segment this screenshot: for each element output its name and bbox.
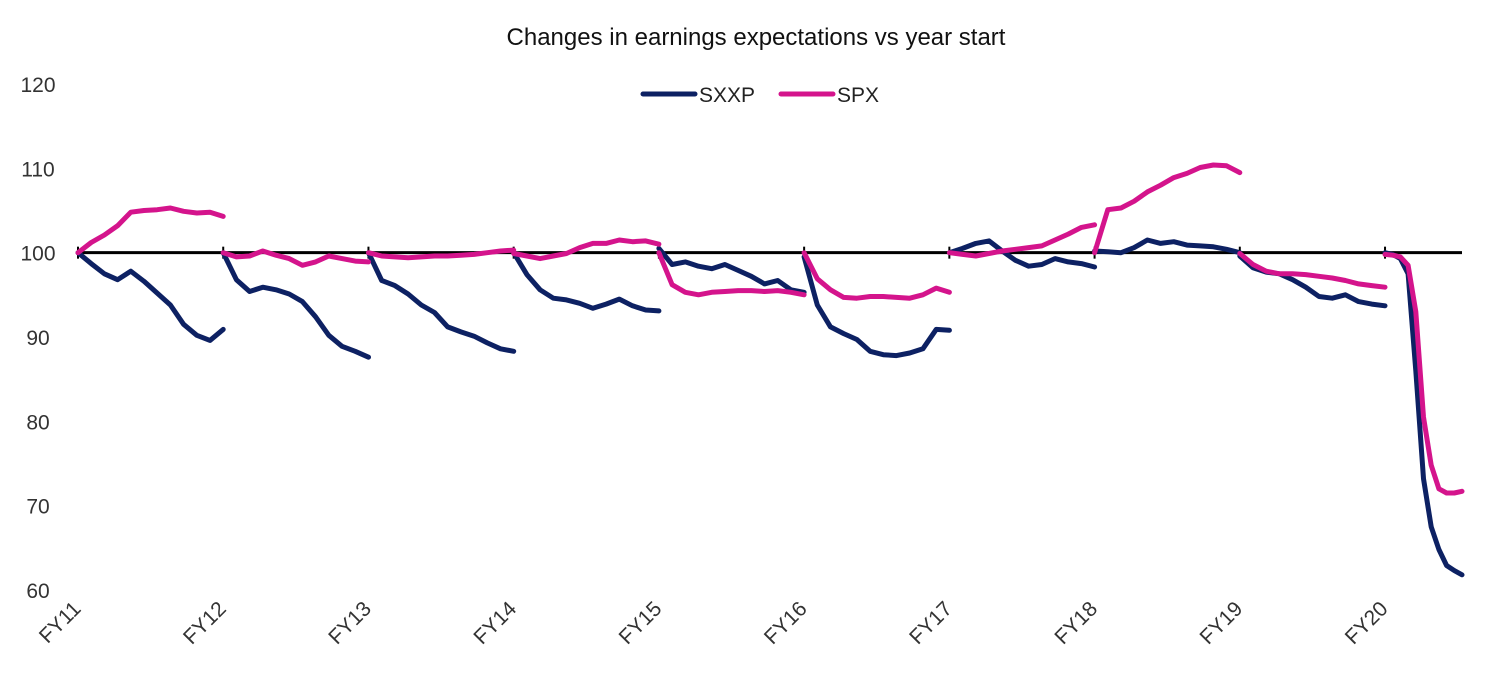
spx-line-fy13 — [366, 247, 517, 261]
spx-line-fy15 — [656, 250, 807, 298]
spx-line-fy18 — [1092, 162, 1243, 256]
x-tick-label: FY17 — [905, 597, 957, 649]
x-tick-label: FY20 — [1341, 597, 1393, 649]
sxxp-line-fy18 — [1092, 237, 1243, 256]
sxxp-line-fy12 — [220, 250, 371, 360]
sxxp-line-fy13 — [366, 250, 517, 354]
sxxp-line-fy19 — [1237, 253, 1388, 309]
spx-line-fy12 — [220, 248, 371, 268]
x-tick-label: FY15 — [615, 597, 667, 649]
series-group — [75, 162, 1465, 578]
x-tick-label: FY18 — [1050, 597, 1102, 649]
y-tick-label: 70 — [26, 496, 49, 519]
chart-title: Changes in earnings expectations vs year… — [507, 24, 1006, 51]
x-tick-label: FY11 — [35, 597, 86, 648]
x-tick-label: FY12 — [179, 597, 231, 649]
sxxp-line-fy16 — [801, 254, 952, 359]
legend: SXXP SPX — [640, 84, 879, 107]
spx-line-fy14 — [511, 237, 662, 262]
y-tick-label: 80 — [26, 411, 49, 434]
spx-line-fy17 — [946, 222, 1098, 259]
x-tick-label: FY13 — [324, 597, 376, 649]
spx-line-fy19 — [1237, 251, 1388, 290]
sxxp-line-fy11 — [75, 250, 226, 343]
spx-line-fy20 — [1382, 251, 1465, 496]
y-tick-label: 100 — [20, 243, 55, 266]
x-axis: FY11 FY12 FY13 FY14 FY15 FY16 FY17 FY18 FY19 FY20 — [35, 597, 1393, 649]
y-tick-label: 60 — [26, 580, 49, 603]
x-tick-label: FY16 — [760, 597, 812, 649]
sxxp-line-fy15 — [656, 245, 807, 295]
x-tick-label: FY19 — [1196, 597, 1248, 649]
y-tick-label: 110 — [21, 158, 54, 181]
y-tick-label: 90 — [26, 327, 49, 350]
sxxp-line-fy17 — [946, 238, 1098, 270]
spx-line-fy16 — [801, 250, 952, 301]
legend-label-sxxp: SXXP — [699, 84, 755, 107]
y-axis: 60 70 80 90 100 110 120 — [20, 74, 55, 603]
x-tick-label: FY14 — [469, 597, 521, 649]
sxxp-line-fy14 — [511, 250, 662, 314]
spx-line-fy11 — [75, 205, 226, 256]
y-tick-label: 120 — [20, 74, 55, 97]
legend-label-spx: SPX — [837, 84, 879, 107]
